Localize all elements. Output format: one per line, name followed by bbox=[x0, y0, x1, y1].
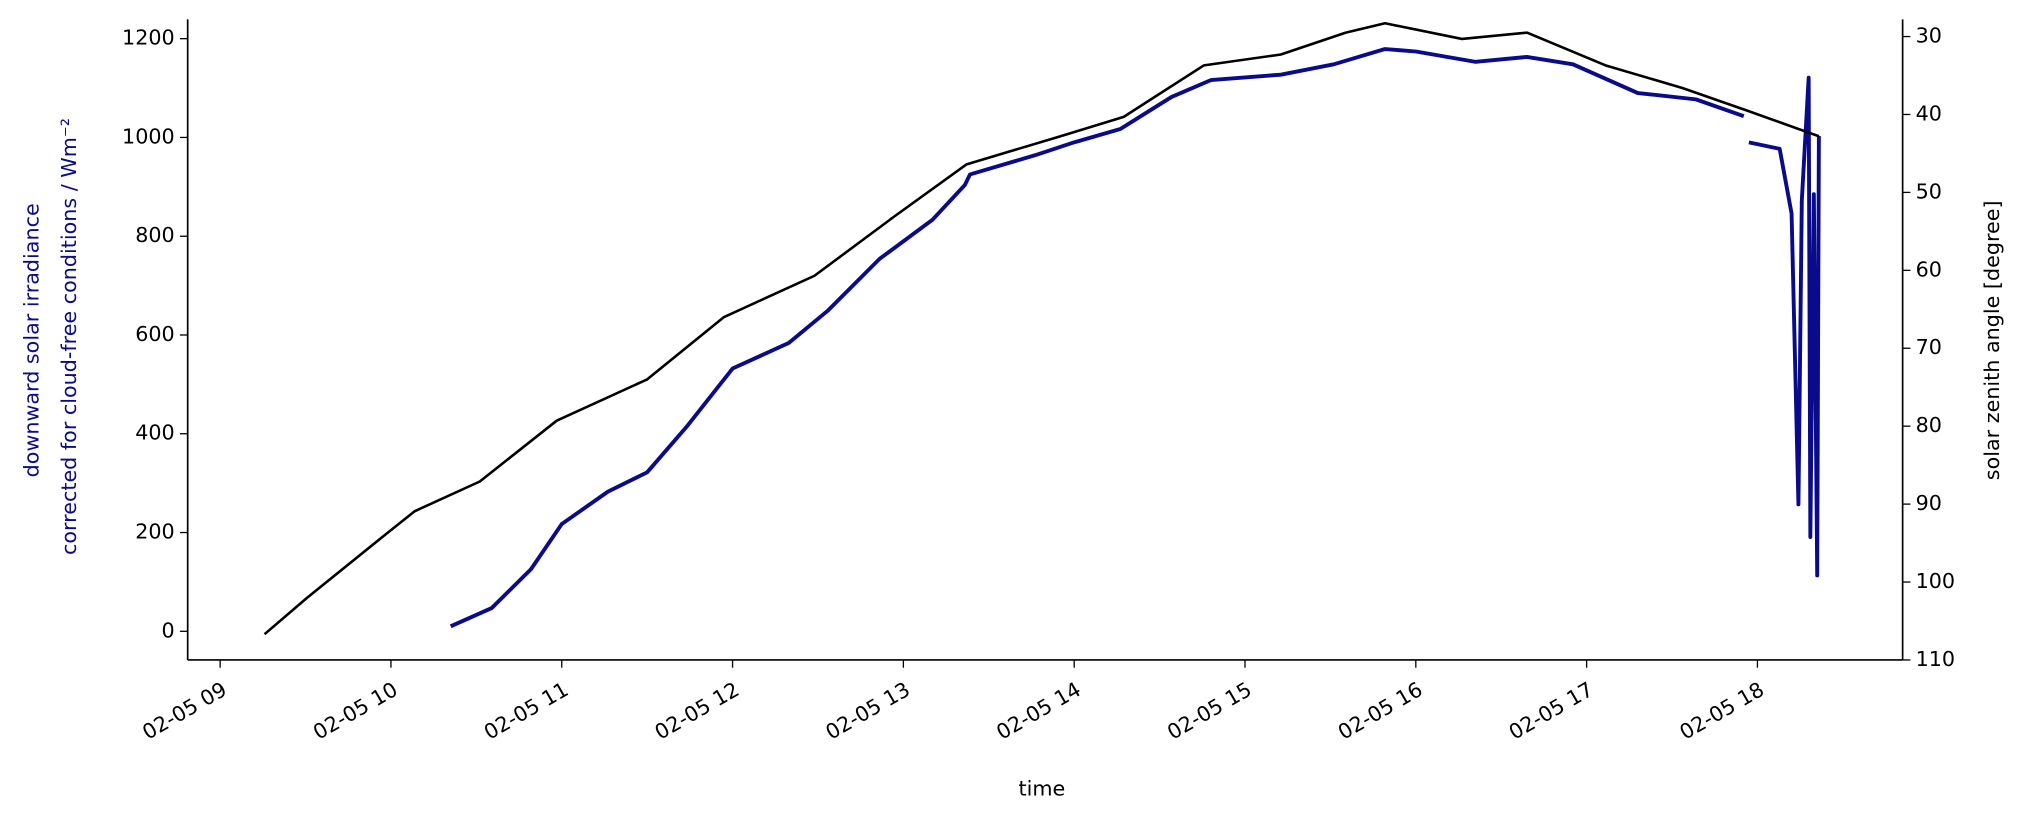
y-axis-label: corrected for cloud-free conditions / Wm… bbox=[57, 118, 81, 555]
y2-tick-label: 80 bbox=[1916, 413, 1942, 437]
y2-tick-label: 90 bbox=[1916, 491, 1942, 515]
y2-tick-label: 100 bbox=[1916, 569, 1956, 593]
y-tick-label: 0 bbox=[162, 618, 175, 642]
y-axis-label: downward solar irradiance bbox=[19, 203, 43, 477]
y2-tick-label: 40 bbox=[1916, 101, 1942, 125]
y-tick-label: 400 bbox=[135, 421, 175, 445]
x-tick-label: 02-05 09 bbox=[138, 677, 231, 744]
y2-tick-label: 50 bbox=[1916, 179, 1942, 203]
x-axis-label: time bbox=[1019, 776, 1066, 800]
x-tick-label: 02-05 14 bbox=[992, 677, 1085, 744]
y2-tick-label: 30 bbox=[1916, 24, 1942, 48]
x-tick-label: 02-05 13 bbox=[821, 677, 914, 744]
x-tick-label: 02-05 11 bbox=[480, 677, 573, 744]
y-tick-label: 200 bbox=[135, 520, 175, 544]
x-tick-label: 02-05 15 bbox=[1163, 677, 1256, 744]
x-tick-label: 02-05 16 bbox=[1334, 677, 1427, 744]
y-tick-label: 1000 bbox=[122, 124, 175, 148]
y2-tick-label: 60 bbox=[1916, 257, 1942, 281]
x-tick-label: 02-05 10 bbox=[309, 677, 402, 744]
y2-tick-label: 110 bbox=[1916, 647, 1956, 671]
x-tick-label: 02-05 18 bbox=[1676, 677, 1769, 744]
y2-tick-label: 70 bbox=[1916, 335, 1942, 359]
data-line bbox=[263, 21, 1820, 636]
x-tick-label: 02-05 12 bbox=[651, 677, 744, 744]
y-tick-label: 800 bbox=[135, 223, 175, 247]
y2-axis-label: solar zenith angle [degree] bbox=[1980, 200, 2004, 480]
data-line bbox=[449, 47, 1821, 629]
y-tick-label: 1200 bbox=[122, 26, 175, 50]
x-tick-label: 02-05 17 bbox=[1505, 677, 1598, 744]
y-tick-label: 600 bbox=[135, 322, 175, 346]
